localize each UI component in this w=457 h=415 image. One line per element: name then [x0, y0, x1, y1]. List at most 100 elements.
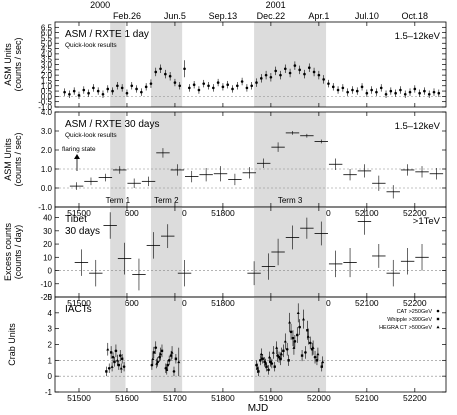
top-date-label-1: Jun.5	[164, 11, 186, 21]
data-point	[311, 346, 315, 349]
y-tick-label-3: 0.5	[41, 87, 53, 96]
shaded-interval-1	[150, 207, 183, 297]
legend-marker-0	[436, 309, 440, 313]
data-point	[418, 91, 421, 95]
shaded-interval-0	[110, 112, 126, 207]
data-point	[118, 354, 122, 357]
shaded-interval-0	[110, 22, 126, 107]
data-point	[144, 85, 148, 89]
data-point	[389, 89, 393, 93]
data-point	[265, 365, 268, 368]
y-tick-label-5: 4	[48, 309, 53, 318]
data-point	[226, 83, 230, 86]
data-point	[68, 92, 71, 96]
x-tick-label-7: 52200	[403, 393, 427, 403]
data-point	[105, 370, 108, 373]
data-point	[87, 91, 90, 95]
panel-title: IACTs	[65, 304, 92, 315]
data-point	[119, 366, 123, 370]
y-axis-label-0: Crab Units	[7, 323, 17, 366]
data-point	[255, 81, 258, 84]
y-tick-label-5: 4.0	[41, 108, 53, 117]
data-point	[274, 69, 277, 73]
panel-subtitle: 30 days	[65, 226, 100, 237]
y-tick-label-5: 1.5	[41, 76, 53, 85]
shaded-interval-1	[150, 22, 183, 107]
data-point	[267, 368, 270, 372]
data-point	[164, 72, 167, 76]
data-point	[169, 354, 173, 357]
data-point	[174, 357, 178, 360]
data-point	[207, 84, 210, 88]
data-point	[120, 357, 124, 360]
y-tick-label-4: 3.0	[41, 127, 53, 136]
y-tick-label-3: 10	[43, 253, 52, 262]
y-axis-label-0: Excess counts	[3, 222, 13, 281]
data-point	[159, 352, 163, 356]
y-tick-label-6: 40	[43, 214, 52, 223]
data-point	[331, 85, 335, 89]
x-tick-label-0: 51500	[67, 393, 91, 403]
data-point	[282, 349, 285, 353]
data-point	[264, 362, 268, 365]
y-tick-label-4: 1.0	[41, 82, 53, 91]
data-point	[261, 357, 264, 360]
data-point	[403, 92, 407, 96]
y-tick-label-10: 4.0	[41, 50, 53, 59]
x-tick-label-4: 51900	[259, 393, 283, 403]
data-point	[154, 70, 158, 74]
top-date-label-6: Oct.18	[402, 11, 429, 21]
panel-energy-label: 1.5–12keV	[395, 121, 441, 132]
legend-marker-2	[436, 325, 440, 329]
data-point	[291, 336, 295, 340]
data-point	[321, 360, 325, 364]
data-point	[399, 88, 402, 92]
panel-title: ASM / RXTE 30 days	[65, 119, 159, 130]
y-axis-label-1: (counts / sec)	[13, 37, 23, 91]
data-point	[159, 67, 162, 71]
shaded-interval-0	[110, 297, 126, 392]
data-point	[125, 91, 129, 95]
x-tick-label-1: 51600	[115, 208, 139, 218]
data-point	[293, 340, 297, 343]
data-point	[285, 347, 289, 351]
y-tick-label-2: 1	[48, 356, 53, 365]
top-date-axis: Feb.26 Jun.5 Sep.13 Dec.22 Apr.1 Jul.10 Oct.18…	[90, 0, 428, 21]
data-point	[178, 84, 182, 88]
data-point	[304, 351, 307, 354]
data-point	[72, 89, 76, 93]
data-point	[96, 89, 100, 93]
x-tick-label-3: 51800	[211, 208, 235, 218]
data-point	[259, 77, 263, 80]
top-date-label-3: Dec.22	[257, 11, 286, 21]
data-point	[122, 365, 126, 368]
series-1	[105, 320, 323, 377]
y-axis-label-1: (counts / day)	[13, 225, 23, 280]
x-tick-label-2: 51700	[163, 393, 187, 403]
panel-asm-1day: -1.0-0.50.00.51.01.52.02.53.03.54.04.55.…	[3, 21, 447, 112]
shaded-interval-2	[254, 297, 327, 392]
data-point	[172, 370, 176, 373]
y-tick-label-12: 5.0	[41, 39, 53, 48]
data-point	[109, 351, 113, 354]
data-point	[283, 339, 287, 343]
data-point	[120, 86, 124, 90]
data-point	[264, 73, 268, 77]
y-tick-label-1: -10	[40, 280, 52, 289]
series-0	[74, 208, 429, 291]
data-point	[151, 357, 155, 360]
top-year-label-1: 2001	[266, 0, 286, 10]
y-tick-label-0: -1	[45, 388, 53, 397]
data-point	[167, 359, 171, 362]
data-point	[170, 350, 174, 354]
data-point	[154, 346, 158, 349]
y-tick-label-13: 5.5	[41, 34, 53, 43]
data-point	[173, 81, 177, 84]
y-tick-label-6: 5	[48, 293, 53, 302]
data-point	[165, 368, 169, 372]
y-axis-label-0: ASM Units	[3, 138, 13, 181]
shaded-interval-0	[110, 207, 126, 297]
data-point	[351, 88, 354, 92]
data-point	[177, 360, 181, 364]
data-point	[370, 88, 373, 92]
